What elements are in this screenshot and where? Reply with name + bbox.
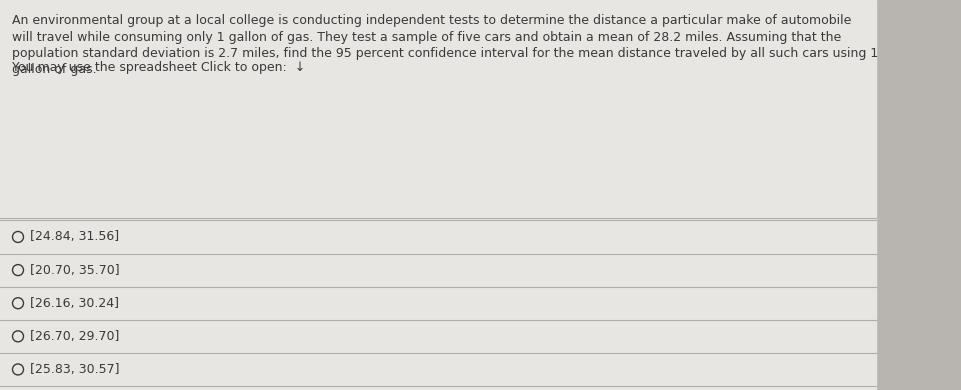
- Bar: [0, 0, 876, 218]
- Bar: [876, 0, 961, 390]
- Text: gallon of gas.: gallon of gas.: [12, 64, 97, 76]
- Text: will travel while consuming only 1 gallon of gas. They test a sample of five car: will travel while consuming only 1 gallo…: [12, 30, 841, 44]
- Text: [25.83, 30.57]: [25.83, 30.57]: [30, 363, 119, 376]
- Text: An environmental group at a local college is conducting independent tests to det: An environmental group at a local colleg…: [12, 14, 851, 27]
- Bar: [0, 218, 876, 390]
- Text: [26.16, 30.24]: [26.16, 30.24]: [30, 297, 118, 310]
- Text: [26.70, 29.70]: [26.70, 29.70]: [30, 330, 119, 343]
- Text: population standard deviation is 2.7 miles, find the 95 percent confidence inter: population standard deviation is 2.7 mil…: [12, 47, 878, 60]
- Text: [24.84, 31.56]: [24.84, 31.56]: [30, 230, 118, 243]
- Text: [20.70, 35.70]: [20.70, 35.70]: [30, 264, 119, 277]
- Text: You may use the spreadsheet Click to open:  ↓: You may use the spreadsheet Click to ope…: [12, 61, 306, 74]
